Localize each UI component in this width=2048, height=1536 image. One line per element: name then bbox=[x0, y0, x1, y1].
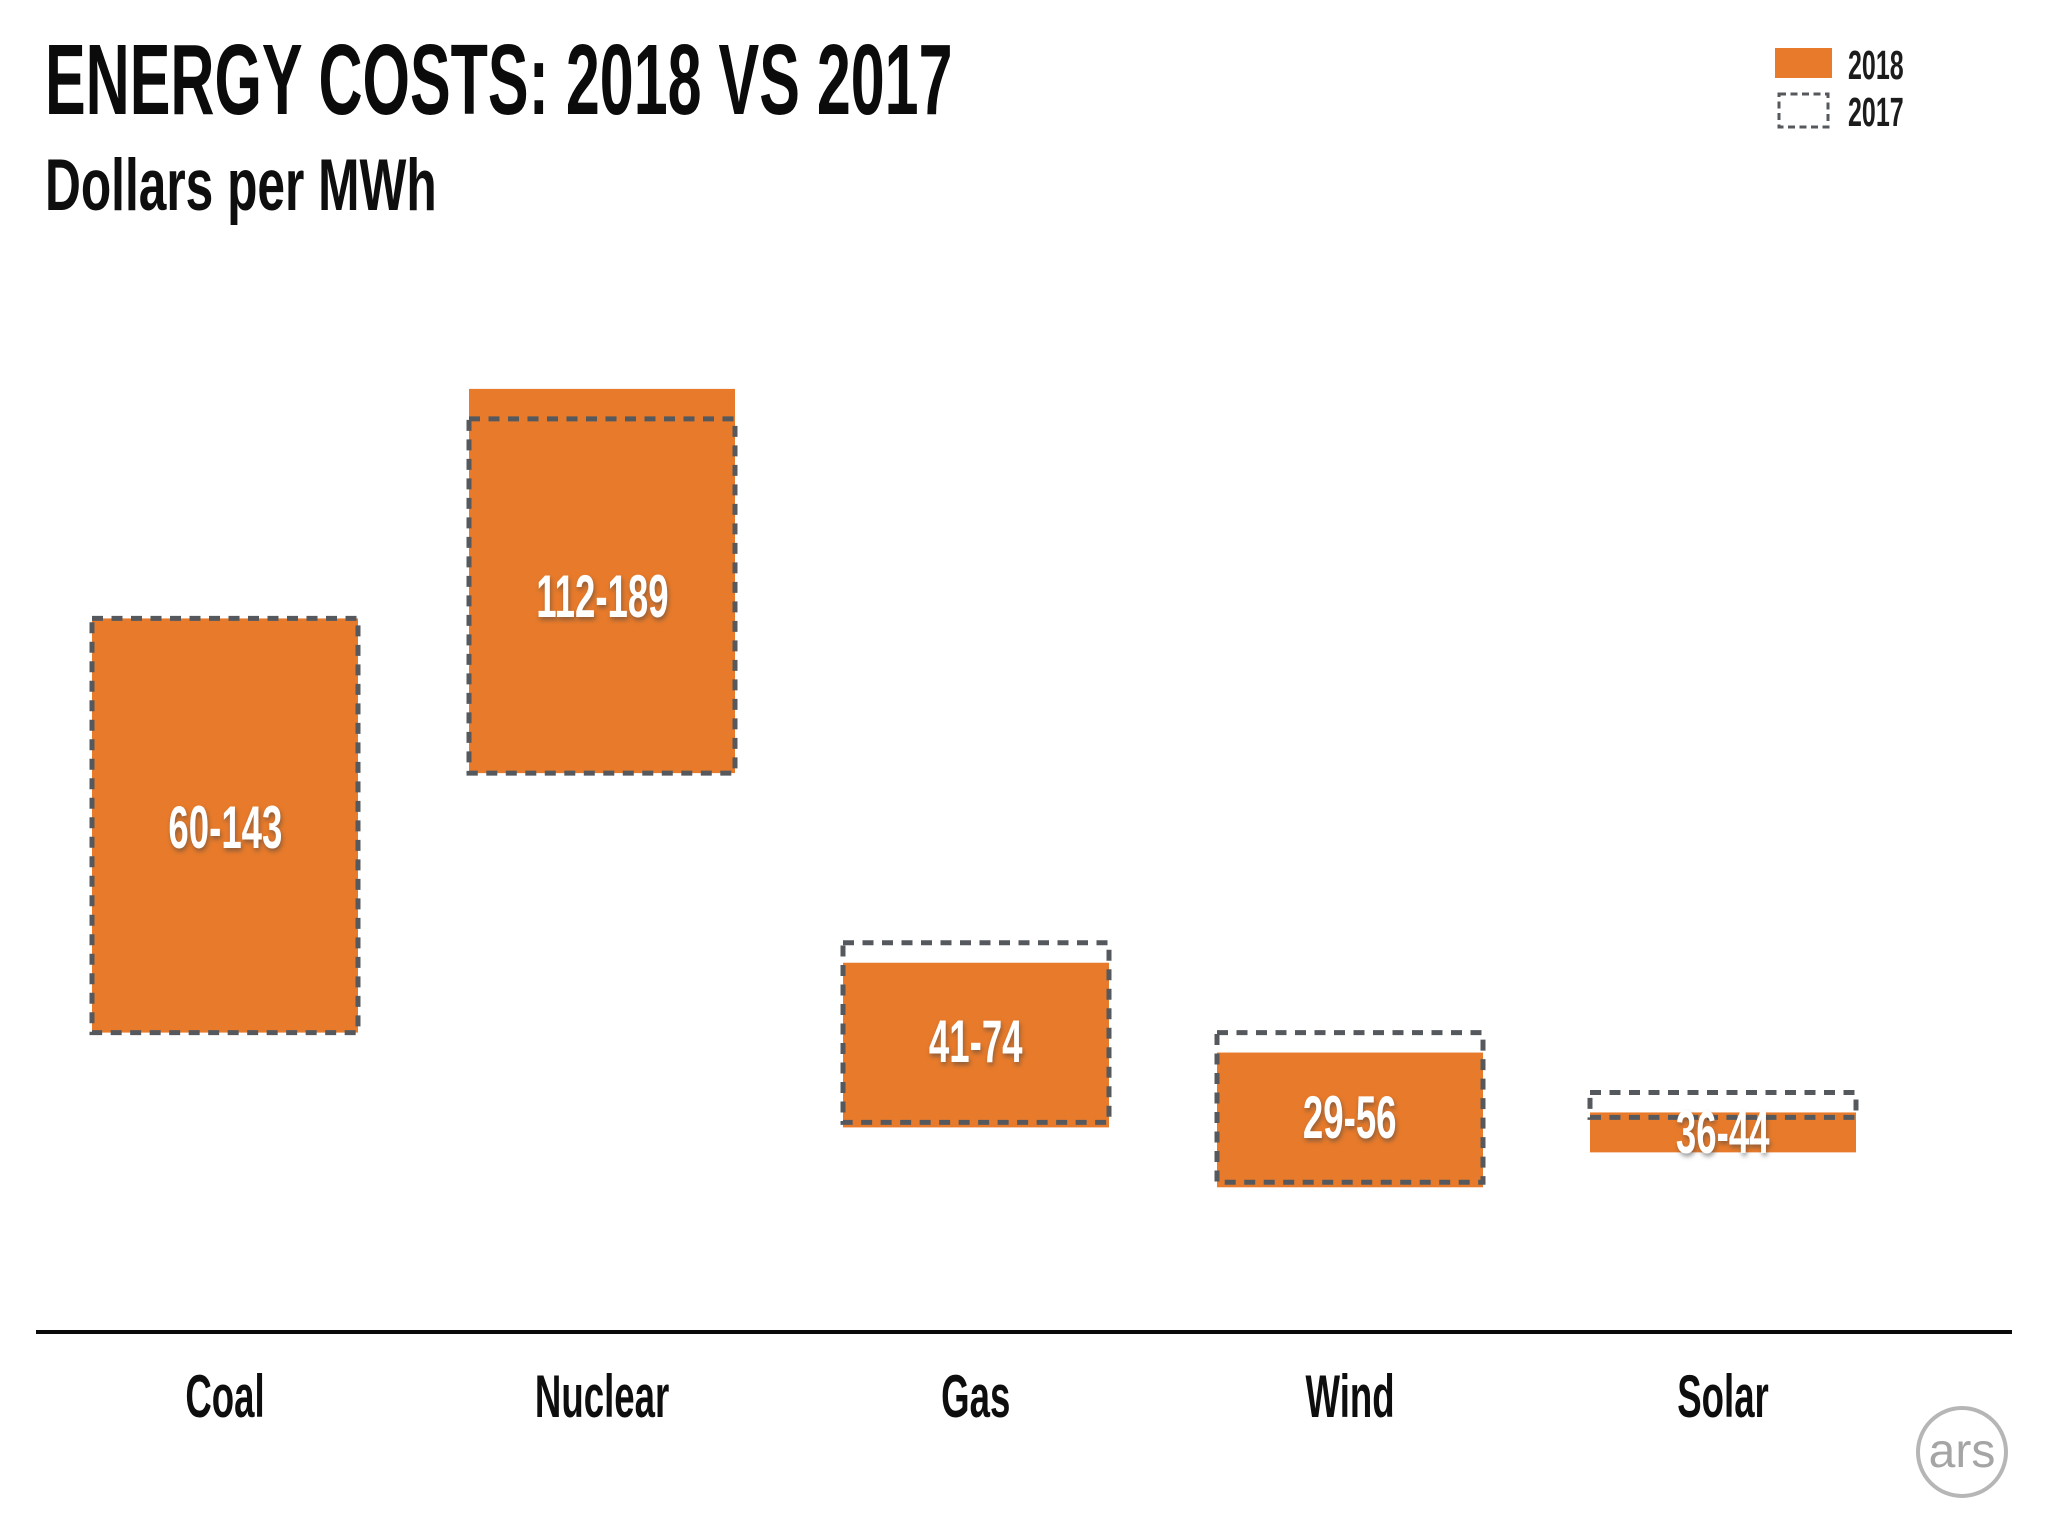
category-label-text: Solar bbox=[1677, 1362, 1769, 1430]
ars-logo: ars bbox=[1916, 1406, 2008, 1498]
bar-2018-coal bbox=[92, 618, 358, 1033]
bar-2017-wind bbox=[1214, 1030, 1486, 1185]
legend-swatch-2018-filled bbox=[1775, 48, 1832, 78]
legend-label-2018: 2018 bbox=[1848, 42, 1904, 88]
category-label-text: Wind bbox=[1305, 1362, 1395, 1430]
bar-2017-solar bbox=[1587, 1089, 1859, 1120]
category-label-coal: Coal bbox=[25, 1358, 425, 1434]
category-label-gas: Gas bbox=[776, 1358, 1176, 1434]
bar-2017-nuclear bbox=[466, 416, 738, 776]
chart-title-text: ENERGY COSTS: 2018 VS 2017 bbox=[45, 24, 953, 136]
bar-2018-wind bbox=[1217, 1052, 1483, 1188]
ars-logo-text: ars bbox=[1928, 1425, 1996, 1478]
legend-swatch-2017-dashed bbox=[1777, 92, 1830, 129]
bar-2017-gas bbox=[840, 940, 1112, 1125]
legend-label-2017: 2017 bbox=[1848, 89, 1904, 135]
bar-2018-gas bbox=[843, 962, 1109, 1128]
bar-2017-coal bbox=[89, 615, 361, 1036]
category-label-text: Coal bbox=[185, 1362, 265, 1430]
chart-subtitle: Dollars per MWh bbox=[45, 145, 621, 226]
category-label-text: Gas bbox=[941, 1362, 1011, 1430]
category-label-text: Nuclear bbox=[534, 1362, 670, 1430]
chart-subtitle-text: Dollars per MWh bbox=[45, 145, 437, 226]
category-label-solar: Solar bbox=[1523, 1358, 1923, 1434]
category-label-wind: Wind bbox=[1150, 1358, 1550, 1434]
chart-title: ENERGY COSTS: 2018 VS 2017 bbox=[45, 28, 1533, 133]
x-axis-line bbox=[36, 1330, 2012, 1334]
category-label-nuclear: Nuclear bbox=[402, 1358, 802, 1434]
bar-2018-nuclear bbox=[469, 388, 735, 774]
